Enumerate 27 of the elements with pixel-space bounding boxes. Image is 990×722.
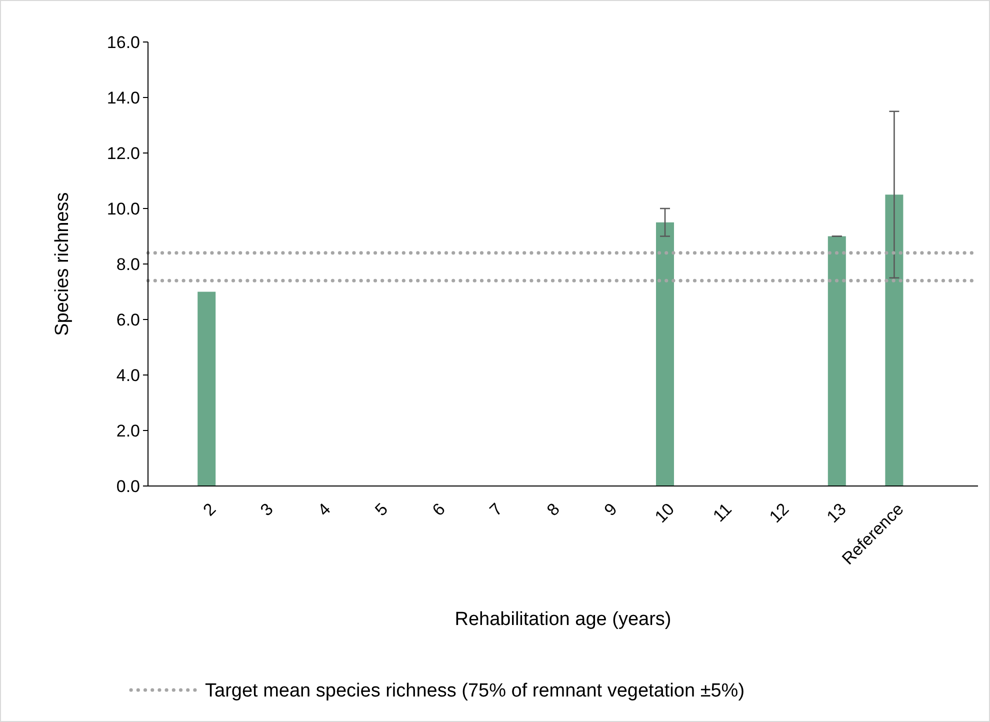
y-tick-label: 10.0 (106, 199, 140, 218)
y-axis-title: Species richness (52, 192, 73, 336)
y-tick-label: 12.0 (106, 144, 140, 163)
x-tick-label: 4 (314, 500, 334, 520)
y-tick-label: 0.0 (116, 476, 140, 496)
x-tick-label: 3 (256, 500, 277, 520)
y-tick-label: 2.0 (116, 421, 140, 440)
y-tick-label: 14.0 (106, 88, 140, 108)
x-tick-label: 5 (371, 500, 392, 520)
bar (828, 236, 846, 486)
y-tick-label: 8.0 (116, 254, 140, 274)
legend-label: Target mean species richness (75% of remnant vegetation ±5%) (205, 680, 745, 702)
x-tick-label: 9 (600, 500, 621, 520)
x-tick-label: 6 (428, 500, 449, 520)
x-tick-label: 12 (766, 500, 793, 526)
x-tick-label: 2 (200, 500, 220, 520)
x-tick-label: 7 (486, 500, 506, 520)
x-tick-label: 11 (709, 500, 736, 526)
bar (656, 222, 674, 486)
x-tick-label: 10 (651, 500, 678, 526)
y-tick-label: 4.0 (116, 366, 140, 385)
bar (198, 292, 216, 486)
bar (885, 194, 904, 486)
y-tick-label: 6.0 (116, 310, 140, 330)
x-axis-title: Rehabilitation age (years) (454, 609, 672, 630)
x-tick-label: 8 (543, 500, 564, 520)
y-tick-label: 16.0 (106, 32, 140, 52)
